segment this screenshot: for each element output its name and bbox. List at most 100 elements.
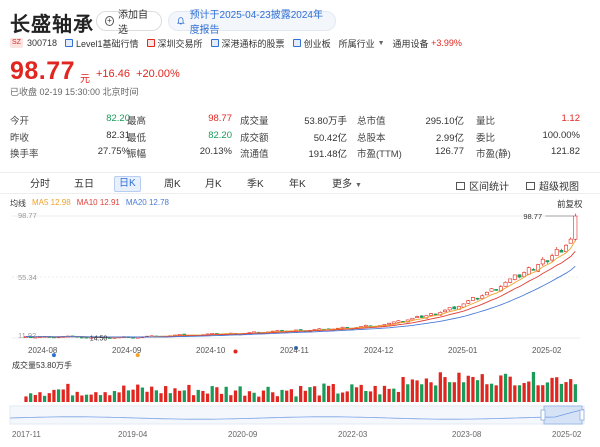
volume-bar [522, 383, 526, 402]
volume-bar [164, 386, 168, 402]
candle-body [503, 281, 508, 287]
overview-tick-label: 2022-03 [338, 430, 368, 439]
volume-bar [38, 392, 42, 402]
level1-icon [65, 39, 73, 47]
report-notice-button[interactable]: 预计于2025-04-23披露2024年度报告 [168, 10, 336, 36]
overview-tick-label: 2019-04 [118, 430, 148, 439]
adjust-mode[interactable]: 前复权 [557, 199, 583, 209]
volume-bar [569, 379, 573, 402]
x-tick-label: 2024-10 [196, 346, 226, 355]
tag-level1[interactable]: Level1基础行情 [65, 37, 139, 50]
tab-yearly-k[interactable]: 年K [289, 179, 306, 190]
volume-bar [94, 392, 98, 402]
stat-label: 今开 [10, 116, 30, 127]
tag-level1-label: Level1基础行情 [76, 38, 139, 49]
ma5-value: MA5 12.98 [32, 198, 71, 207]
event-marker [233, 349, 238, 354]
high-marker-label: 98.77 [523, 212, 542, 221]
add-watchlist-button[interactable]: + 添加自选 [96, 10, 162, 36]
stat-value: 295.10亿 [425, 116, 464, 127]
volume-bar [550, 377, 554, 402]
tag-connect-label: 深港通标的股票 [221, 38, 285, 49]
volume-bar [173, 388, 177, 402]
tab-quarterly-k[interactable]: 季K [247, 179, 264, 190]
overview-handle-left [540, 409, 546, 421]
tab-daily-k[interactable]: 日K [114, 176, 141, 192]
volume-bar [555, 377, 559, 402]
volume-bar [326, 385, 331, 402]
volume-bar [424, 378, 428, 402]
tab-monthly-k[interactable]: 月K [205, 179, 222, 190]
volume-bar [247, 391, 252, 402]
volume-bar [56, 389, 61, 402]
candle-body [494, 289, 499, 291]
tab-weekly-k[interactable]: 周K [164, 179, 181, 190]
x-tick-label: 2024-11 [280, 346, 309, 355]
stat-label: 委比 [476, 133, 496, 144]
overview-tick-label: 2023-08 [452, 430, 482, 439]
volume-bar [80, 395, 84, 402]
x-tick-label: 2025-02 [532, 346, 562, 355]
industry-info[interactable]: 通用设备 +3.99% [393, 37, 462, 50]
candle-body [419, 315, 424, 318]
stock-title: 长盛轴承 [10, 14, 94, 36]
volume-bar [271, 392, 275, 402]
super-chart-button[interactable]: 超级视图 [526, 178, 579, 193]
volume-bar [452, 382, 456, 402]
industry-label: 所属行业 [338, 38, 375, 49]
candle-body [526, 267, 531, 275]
range-stats-button[interactable]: 区间统计 [456, 178, 509, 193]
overview-range-window [543, 405, 583, 425]
overview-line [9, 408, 585, 420]
volume-bar [201, 390, 205, 402]
stat-label: 换手率 [10, 149, 39, 160]
stat-value: 100.00% [542, 130, 580, 141]
volume-bar [420, 384, 424, 402]
volume-bar [150, 386, 154, 402]
volume-bar [280, 389, 284, 402]
volume-bar [159, 393, 163, 402]
super-chart-label: 超级视图 [539, 182, 579, 193]
candle-body [508, 278, 513, 283]
ma-label[interactable]: 均线 [10, 199, 26, 208]
volume-bar [406, 384, 410, 402]
x-tick-label: 2024-09 [112, 346, 142, 355]
volume-bar [401, 376, 405, 402]
volume-bar [368, 391, 373, 402]
overview-tick-label: 2017-11 [12, 430, 41, 439]
stat-value: 27.75% [97, 146, 130, 157]
candle-body [396, 320, 401, 323]
volume-bar [313, 386, 317, 402]
range-icon [456, 181, 465, 190]
tab-intraday[interactable]: 分时 [30, 179, 50, 190]
stat-value: 82.20 [106, 113, 130, 124]
stat-label: 昨收 [10, 133, 30, 144]
tag-exchange-label: 深圳交易所 [157, 38, 203, 49]
industry-dropdown[interactable]: 所属行业 ▼ [339, 37, 385, 50]
volume-bar [494, 385, 498, 402]
candle-body [545, 260, 550, 263]
y-tick-label: 98.77 [18, 211, 37, 220]
overview-tick-label: 2025-02 [552, 430, 582, 439]
price-unit: 元 [80, 74, 90, 85]
ma10-value: MA10 12.91 [76, 198, 120, 207]
bell-icon [177, 17, 185, 25]
plus-icon: + [105, 16, 114, 26]
board-icon [292, 39, 301, 47]
volume-bar [70, 395, 75, 402]
candle-body [564, 244, 568, 252]
volume-bar [392, 388, 396, 402]
volume-bar [415, 380, 419, 402]
tab-five-day[interactable]: 五日 [74, 179, 94, 190]
tag-connect[interactable]: 深港通标的股票 [210, 37, 285, 50]
range-stats-label: 区间统计 [469, 182, 509, 193]
volume-bar [215, 387, 219, 402]
kline-chart[interactable]: 98.77 55.34 11.92 98.77 14.50 2024-08 2024-09 2… [0, 206, 600, 447]
tab-more[interactable]: 更多 ▼ [332, 178, 362, 191]
stat-label: 总市值 [357, 116, 386, 127]
volume-bar [154, 390, 158, 402]
volume-bar [196, 389, 200, 402]
tag-board[interactable]: 创业板 [292, 37, 331, 50]
tag-exchange[interactable]: 深圳交易所 [146, 37, 203, 50]
candle-body [340, 326, 345, 329]
